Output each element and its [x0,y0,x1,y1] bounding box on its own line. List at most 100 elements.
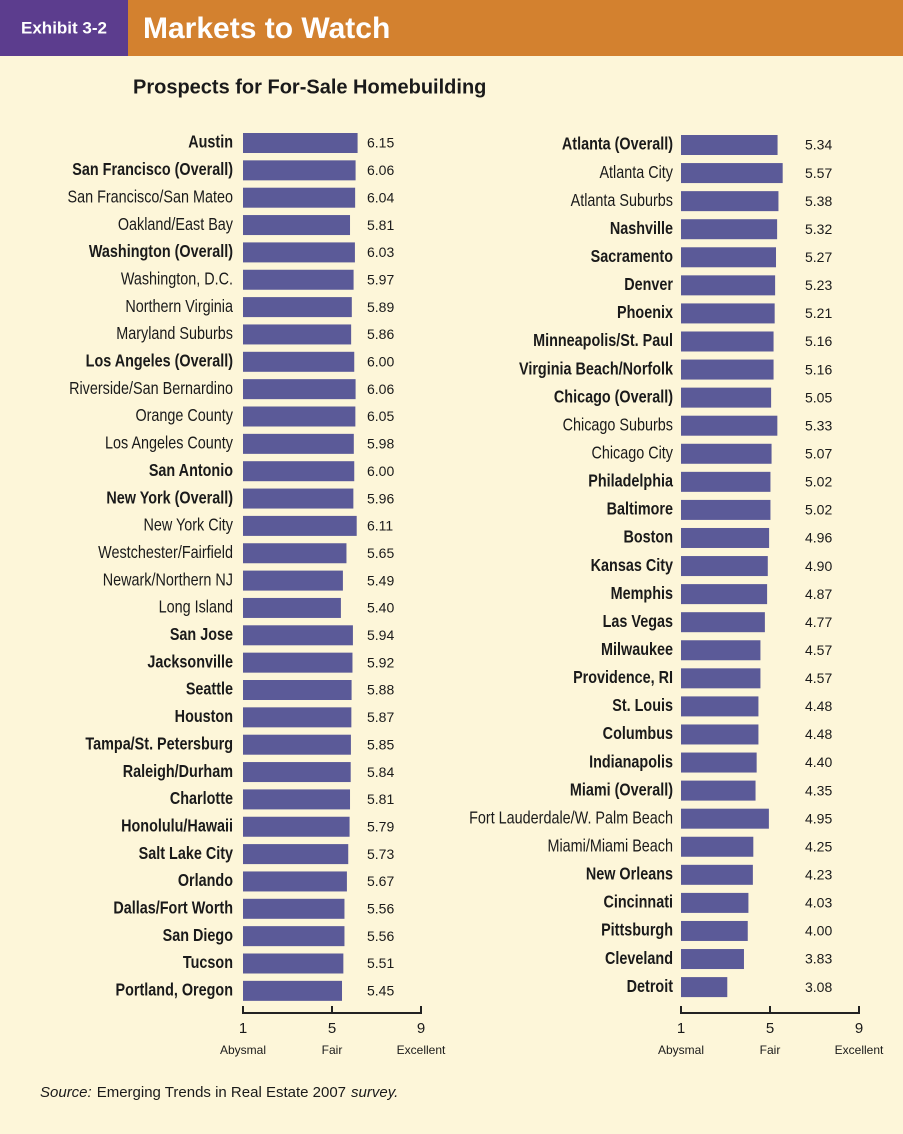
exhibit-label: Exhibit 3-2 [21,18,107,37]
value-label: 5.56 [367,928,394,944]
value-label: 4.48 [805,698,832,714]
bar [681,359,774,380]
bar [243,926,345,947]
value-label: 4.90 [805,558,832,574]
bar [681,527,770,548]
value-label: 5.07 [805,445,832,461]
category-label: Raleigh/Durham [123,761,233,781]
value-label: 5.16 [805,361,832,377]
category-label: Detroit [627,976,674,996]
category-label: New York (Overall) [106,488,233,508]
value-label: 6.00 [367,463,394,479]
category-label: San Jose [170,625,233,645]
bar [681,387,772,408]
value-label: 5.56 [367,901,394,917]
category-label: Atlanta City [599,162,673,182]
value-label: 5.02 [805,474,832,490]
value-label: 6.00 [367,354,394,370]
bar [243,543,347,564]
category-label: Phoenix [617,303,673,323]
x-tick-label: 9 [417,1020,425,1037]
category-label: Seattle [186,679,233,699]
bar [243,707,352,728]
bar [243,816,350,837]
bar [243,597,341,618]
bar [681,247,777,268]
category-label: San Francisco (Overall) [72,160,233,180]
category-label: Portland, Oregon [116,980,233,1000]
category-label: Fort Lauderdale/W. Palm Beach [469,808,673,828]
value-label: 4.03 [805,895,832,911]
x-tick-caption: Fair [760,1043,781,1057]
value-label: 5.21 [805,305,832,321]
bar [243,980,343,1001]
bar [243,789,351,810]
category-label: Los Angeles (Overall) [86,351,233,371]
bar [243,953,344,974]
category-label: Atlanta Suburbs [571,190,673,210]
x-tick-label: 5 [766,1020,774,1037]
bar [243,570,343,591]
value-label: 5.73 [367,846,394,862]
category-label: New York City [143,515,233,535]
category-label: Northern Virginia [125,296,234,316]
source-suffix: survey. [351,1084,398,1101]
category-label: Orlando [178,871,233,891]
bar [243,160,356,181]
category-label: Newark/Northern NJ [103,570,233,590]
value-label: 4.95 [805,810,832,826]
x-tick-caption: Abysmal [220,1043,266,1057]
category-label: Minneapolis/St. Paul [533,331,673,351]
bar [681,640,761,661]
bar [681,780,756,801]
source-text: Emerging Trends in Real Estate 2007 [97,1084,346,1101]
bar [681,584,768,605]
value-label: 6.03 [367,244,394,260]
value-label: 5.51 [367,955,394,971]
category-label: Maryland Suburbs [116,324,233,344]
category-label: Sacramento [591,247,673,267]
value-label: 4.96 [805,530,832,546]
category-label: Miami (Overall) [570,780,673,800]
bar [243,133,358,153]
category-label: Chicago City [591,443,673,463]
value-label: 4.48 [805,726,832,742]
value-label: 5.96 [367,490,394,506]
category-label: Honolulu/Hawaii [121,816,233,836]
category-label: San Francisco/San Mateo [67,187,233,207]
bar [243,762,351,783]
category-label: Atlanta (Overall) [562,134,673,154]
bar [681,977,728,998]
bar [243,379,356,400]
value-label: 5.57 [805,165,832,181]
bar [243,680,352,700]
exhibit-box [0,0,128,56]
x-tick-caption: Fair [322,1043,343,1057]
bar [681,696,759,717]
category-label: Memphis [611,583,673,603]
value-label: 3.83 [805,951,832,967]
category-label: Chicago Suburbs [563,415,673,435]
category-label: Virginia Beach/Norfolk [519,359,674,379]
category-label: Salt Lake City [139,843,233,863]
value-label: 5.02 [805,502,832,518]
category-label: Washington, D.C. [121,269,233,289]
category-label: Columbus [603,724,673,744]
value-label: 5.33 [805,417,832,433]
bar [243,433,354,454]
category-label: Washington (Overall) [89,242,233,262]
bar [243,488,354,509]
bar [681,275,776,296]
value-label: 5.89 [367,299,394,315]
bar [243,324,352,345]
bar [243,461,355,482]
bar [681,191,779,212]
value-label: 5.98 [367,436,394,452]
value-label: 6.04 [367,189,394,205]
category-label: Providence, RI [573,668,673,688]
bar [681,331,774,352]
bar [681,135,778,155]
bar [681,612,765,633]
